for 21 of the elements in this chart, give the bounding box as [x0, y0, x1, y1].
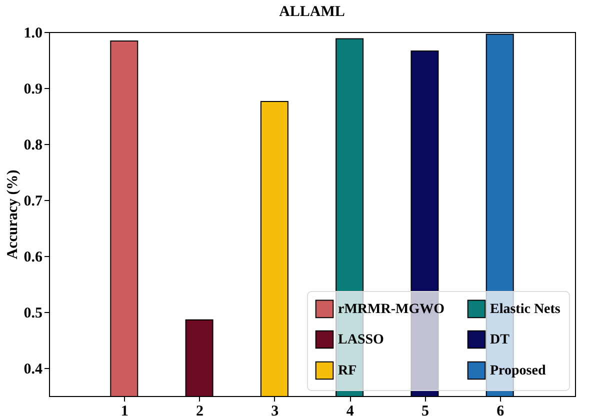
x-tick-label: 6 — [496, 404, 505, 416]
legend-label: Elastic Nets — [490, 302, 561, 317]
y-tick-label: 0.7 — [24, 194, 43, 210]
legend-label: RF — [338, 364, 357, 378]
y-tick-label: 0.8 — [24, 138, 42, 154]
x-tick-label: 1 — [120, 404, 128, 416]
y-tick-label: 0.6 — [24, 250, 43, 266]
y-tick-label: 0.4 — [24, 362, 43, 378]
y-axis-title: Accuracy (%) — [4, 170, 21, 260]
y-tick-label: 1.0 — [24, 26, 42, 42]
legend-label: rMRMR-MGWO — [338, 302, 445, 317]
x-tick-label: 4 — [346, 404, 354, 416]
chart-title: ALLAML — [279, 4, 345, 20]
y-tick-label: 0.5 — [24, 306, 42, 322]
x-tick-label: 5 — [421, 404, 429, 416]
legend-label: Proposed — [490, 364, 546, 378]
x-tick-label: 3 — [271, 404, 279, 416]
legend-label: LASSO — [338, 332, 384, 348]
y-tick-label: 0.9 — [24, 82, 42, 98]
x-tick-label: 2 — [196, 404, 204, 416]
legend-label: DT — [490, 332, 510, 348]
